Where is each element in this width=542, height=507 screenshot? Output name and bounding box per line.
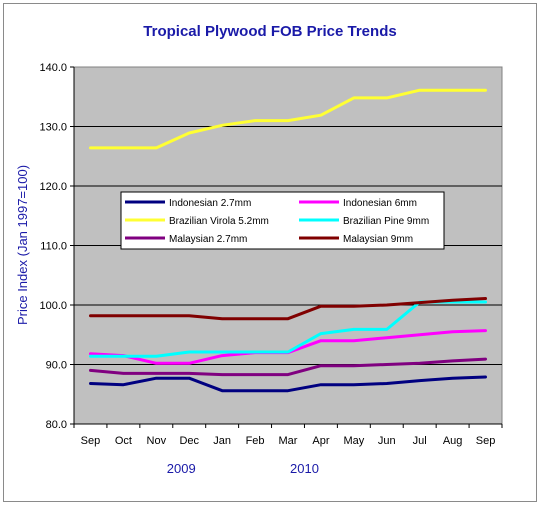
year-label: 2010 bbox=[290, 461, 319, 476]
x-tick-label: Sep bbox=[81, 435, 101, 447]
legend-entry-malaysian-2-7mm: Malaysian 2.7mm bbox=[169, 234, 247, 245]
legend-entry-indonesian-2-7mm: Indonesian 2.7mm bbox=[169, 198, 251, 209]
x-tick-label: Dec bbox=[179, 435, 199, 447]
y-tick-label: 110.0 bbox=[40, 241, 67, 253]
year-label: 2009 bbox=[167, 461, 196, 476]
series-line-brazilian-virola-5-2mm bbox=[89, 88, 487, 150]
y-tick-label: 140.0 bbox=[39, 62, 67, 74]
y-tick-label: 90.0 bbox=[46, 360, 67, 372]
series-line-malaysian-9mm bbox=[89, 297, 487, 321]
series-line-malaysian-2-7mm bbox=[89, 357, 487, 377]
y-tick-label: 120.0 bbox=[39, 181, 67, 193]
x-tick-label: May bbox=[343, 435, 364, 447]
y-axis-label: Price Index (Jan 1997=100) bbox=[15, 165, 30, 325]
legend-entry-brazilian-virola-5-2mm: Brazilian Virola 5.2mm bbox=[169, 216, 269, 227]
x-tick-label: Jun bbox=[378, 435, 396, 447]
x-tick-label: Feb bbox=[246, 435, 265, 447]
y-tick-label: 100.0 bbox=[39, 300, 67, 312]
x-tick-label: Nov bbox=[147, 435, 167, 447]
x-tick-label: Apr bbox=[312, 435, 329, 447]
legend bbox=[120, 191, 445, 250]
y-tick-label: 80.0 bbox=[46, 419, 67, 431]
x-tick-label: Sep bbox=[476, 435, 496, 447]
y-tick-label: 130.0 bbox=[39, 122, 67, 134]
legend-entry-malaysian-9mm: Malaysian 9mm bbox=[343, 234, 413, 245]
x-tick-label: Jul bbox=[413, 435, 427, 447]
x-tick-label: Aug bbox=[443, 435, 463, 447]
x-tick-label: Oct bbox=[115, 435, 132, 447]
legend-entry-brazilian-pine-9mm: Brazilian Pine 9mm bbox=[343, 216, 429, 227]
x-tick-label: Jan bbox=[213, 435, 231, 447]
chart-title: Tropical Plywood FOB Price Trends bbox=[143, 23, 396, 40]
x-tick-label: Mar bbox=[279, 435, 298, 447]
series-line-indonesian-2-7mm bbox=[89, 375, 487, 393]
legend-entry-indonesian-6mm: Indonesian 6mm bbox=[343, 198, 417, 209]
